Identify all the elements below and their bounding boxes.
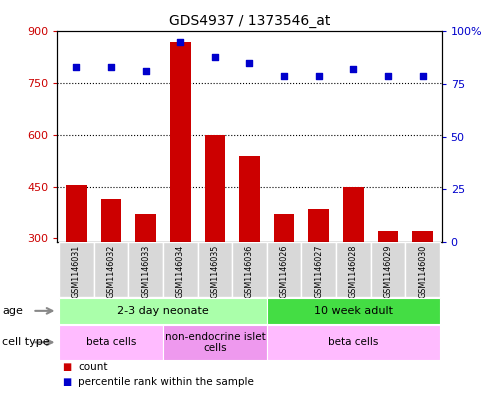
- Bar: [163, 242, 198, 297]
- Bar: [336, 242, 371, 297]
- Title: GDS4937 / 1373546_at: GDS4937 / 1373546_at: [169, 14, 330, 28]
- Point: [142, 68, 150, 75]
- Text: GSM1146032: GSM1146032: [107, 244, 116, 298]
- Bar: [343, 187, 364, 342]
- Text: age: age: [2, 306, 23, 316]
- Point: [246, 60, 253, 66]
- Bar: [405, 242, 440, 297]
- Bar: [371, 242, 405, 297]
- Point: [280, 72, 288, 79]
- Bar: [274, 214, 294, 342]
- Bar: [239, 156, 260, 342]
- Text: beta cells: beta cells: [328, 337, 379, 347]
- Text: GSM1146028: GSM1146028: [349, 244, 358, 298]
- Point: [384, 72, 392, 79]
- Bar: [170, 42, 191, 342]
- Point: [211, 53, 219, 60]
- Bar: [59, 242, 94, 297]
- Bar: [128, 242, 163, 297]
- Bar: [267, 242, 301, 297]
- Point: [419, 72, 427, 79]
- Bar: [163, 325, 267, 360]
- Bar: [301, 242, 336, 297]
- Bar: [101, 198, 121, 342]
- Point: [349, 66, 357, 72]
- Point: [107, 64, 115, 70]
- Point: [72, 64, 80, 70]
- Text: non-endocrine islet
cells: non-endocrine islet cells: [165, 332, 265, 353]
- Bar: [232, 242, 267, 297]
- Text: cell type: cell type: [2, 337, 50, 347]
- Bar: [198, 242, 232, 297]
- Bar: [94, 242, 128, 297]
- Text: GSM1146031: GSM1146031: [72, 244, 81, 298]
- Text: beta cells: beta cells: [86, 337, 136, 347]
- Text: ■: ■: [62, 377, 72, 387]
- Text: ■: ■: [62, 362, 72, 373]
- Bar: [378, 231, 398, 342]
- Text: count: count: [78, 362, 108, 373]
- Text: GSM1146035: GSM1146035: [211, 244, 220, 298]
- Text: 2-3 day neonate: 2-3 day neonate: [117, 306, 209, 316]
- Text: GSM1146030: GSM1146030: [418, 244, 427, 298]
- Bar: [66, 185, 87, 342]
- Point: [315, 72, 323, 79]
- Text: 10 week adult: 10 week adult: [314, 306, 393, 316]
- Bar: [59, 325, 163, 360]
- Text: GSM1146033: GSM1146033: [141, 244, 150, 298]
- Text: percentile rank within the sample: percentile rank within the sample: [78, 377, 254, 387]
- Text: GSM1146029: GSM1146029: [383, 244, 392, 298]
- Bar: [205, 135, 225, 342]
- Bar: [412, 231, 433, 342]
- Bar: [267, 325, 440, 360]
- Text: GSM1146026: GSM1146026: [279, 244, 288, 298]
- Bar: [267, 298, 440, 324]
- Bar: [308, 209, 329, 342]
- Point: [176, 39, 184, 45]
- Text: GSM1146036: GSM1146036: [245, 244, 254, 298]
- Text: GSM1146034: GSM1146034: [176, 244, 185, 298]
- Bar: [135, 214, 156, 342]
- Bar: [59, 298, 267, 324]
- Text: GSM1146027: GSM1146027: [314, 244, 323, 298]
